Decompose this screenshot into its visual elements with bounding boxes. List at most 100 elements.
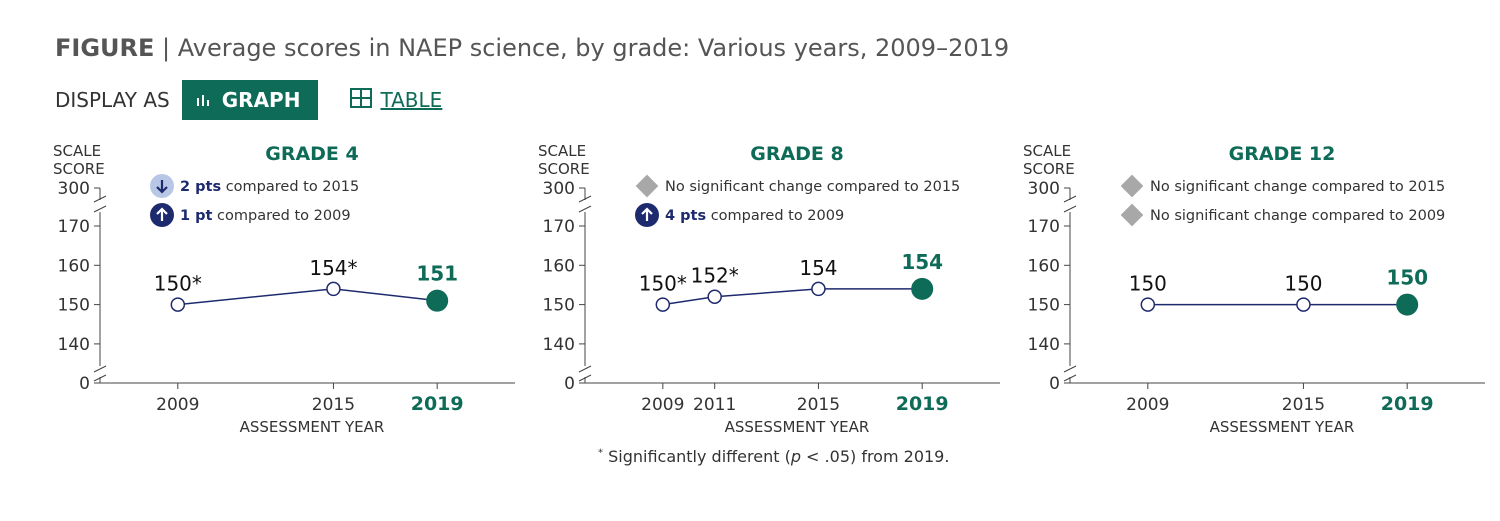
x-tick-label: 2015 [312, 395, 355, 415]
axis-break-mark [93, 195, 107, 213]
change-note: 2 pts compared to 2015 [180, 179, 359, 195]
change-note-text: No significant change compared to 2009 [1150, 208, 1445, 224]
data-point [1140, 297, 1156, 312]
x-tick-label: 2009 [156, 395, 199, 415]
x-tick-label: 2009 [641, 395, 684, 415]
y-tick-label: 140 [1028, 335, 1060, 355]
x-tick-label: 2019 [896, 393, 949, 415]
x-tick-label: 2019 [1381, 393, 1434, 415]
y-tick-label: 170 [58, 217, 90, 237]
chart-title: GRADE 8 [750, 143, 844, 165]
data-point-2019 [1396, 293, 1419, 316]
axis-break-mark [578, 195, 592, 213]
change-note-text: No significant change compared to 2015 [665, 179, 960, 195]
change-note-text: No significant change compared to 2015 [1150, 179, 1445, 195]
data-point [170, 297, 186, 312]
display-as-label: DISPLAY AS [55, 88, 170, 112]
no-change-diamond-icon [635, 174, 659, 198]
arrow-glyph [641, 207, 653, 221]
table-button[interactable]: TABLE [350, 87, 443, 113]
axis-break-mark [578, 365, 592, 382]
y-tick-label: 140 [543, 335, 575, 355]
y-axis-label: SCALE [1023, 142, 1071, 160]
no-change-diamond-icon [1120, 203, 1144, 227]
footnote-p: p [790, 447, 801, 466]
display-toggle: DISPLAY AS GRAPH TABLE [55, 80, 442, 120]
bar-chart-icon [196, 94, 210, 106]
y-axis-label: SCALE [53, 142, 101, 160]
no-change-diamond-icon [1120, 174, 1144, 198]
grid-table-icon [350, 87, 373, 113]
change-note-text: compared to 2009 [706, 208, 844, 224]
change-note: No significant change compared to 2009 [1150, 208, 1445, 224]
change-note-text: compared to 2015 [221, 179, 359, 195]
y-tick-label: 160 [543, 256, 575, 276]
data-point-2019 [426, 289, 449, 312]
x-tick-label: 2015 [1282, 395, 1325, 415]
y-tick-label: 0 [564, 374, 575, 394]
change-note: No significant change compared to 2015 [1150, 179, 1445, 195]
change-note-value: 1 pt [180, 208, 213, 224]
graph-button[interactable]: GRAPH [181, 80, 319, 120]
x-tick-label: 2009 [1126, 395, 1169, 415]
figure-separator: | [162, 34, 171, 62]
arrow-glyph [156, 180, 168, 194]
data-point-2019 [911, 277, 934, 300]
data-label: 150* [154, 272, 202, 296]
chart-title: GRADE 12 [1229, 143, 1336, 165]
axis-break-mark [93, 365, 107, 382]
x-axis-title: ASSESSMENT YEAR [725, 418, 870, 436]
y-tick-label: 170 [1028, 217, 1060, 237]
y-tick-label: 170 [543, 217, 575, 237]
chart-title: GRADE 4 [265, 143, 359, 165]
y-tick-label: 160 [1028, 256, 1060, 276]
y-axis-label: SCALE [538, 142, 586, 160]
y-axis-label: SCORE [53, 160, 105, 178]
footnote-mark: * [598, 447, 603, 459]
axis-break-mark [1063, 365, 1077, 382]
data-point [707, 289, 722, 304]
x-tick-label: 2019 [411, 393, 464, 415]
footnote: * Significantly different (p < .05) from… [598, 447, 949, 466]
change-note-value: 4 pts [665, 208, 706, 224]
footnote-text-before: Significantly different ( [608, 447, 791, 466]
data-label: 154 [799, 256, 837, 280]
figure-title: FIGURE | Average scores in NAEP science,… [55, 34, 1009, 62]
x-tick-label: 2015 [797, 395, 840, 415]
y-tick-label: 150 [1028, 296, 1060, 316]
change-note: 1 pt compared to 2009 [180, 208, 351, 224]
y-axis-label: SCORE [1023, 160, 1075, 178]
y-axis-label: SCORE [538, 160, 590, 178]
figure-title-text: Average scores in NAEP science, by grade… [177, 34, 1010, 62]
y-tick-label: 160 [58, 256, 90, 276]
y-tick-label: 140 [58, 335, 90, 355]
change-note-value: 2 pts [180, 179, 221, 195]
y-tick-label: 300 [1028, 179, 1060, 199]
y-tick-label: 150 [543, 296, 575, 316]
figure-prefix: FIGURE [55, 34, 155, 62]
axis-break-mark [1063, 195, 1077, 213]
data-point [326, 281, 341, 297]
data-label: 150 [1386, 266, 1428, 290]
data-point [1296, 297, 1311, 312]
change-note: No significant change compared to 2015 [665, 179, 960, 195]
data-label: 151 [416, 262, 458, 286]
data-label: 154 [901, 250, 943, 274]
change-note: 4 pts compared to 2009 [665, 208, 844, 224]
change-note-text: compared to 2009 [212, 208, 350, 224]
data-point [811, 281, 826, 297]
y-tick-label: 300 [58, 179, 90, 199]
data-label: 150* [639, 272, 687, 296]
y-tick-label: 300 [543, 179, 575, 199]
data-label: 154* [309, 256, 357, 280]
series-line [662, 288, 923, 306]
arrow-glyph [156, 207, 168, 221]
footnote-text-after: < .05) from 2019. [800, 447, 950, 466]
table-button-label: TABLE [380, 88, 443, 112]
y-tick-label: 0 [79, 374, 90, 394]
series-line [177, 288, 438, 306]
